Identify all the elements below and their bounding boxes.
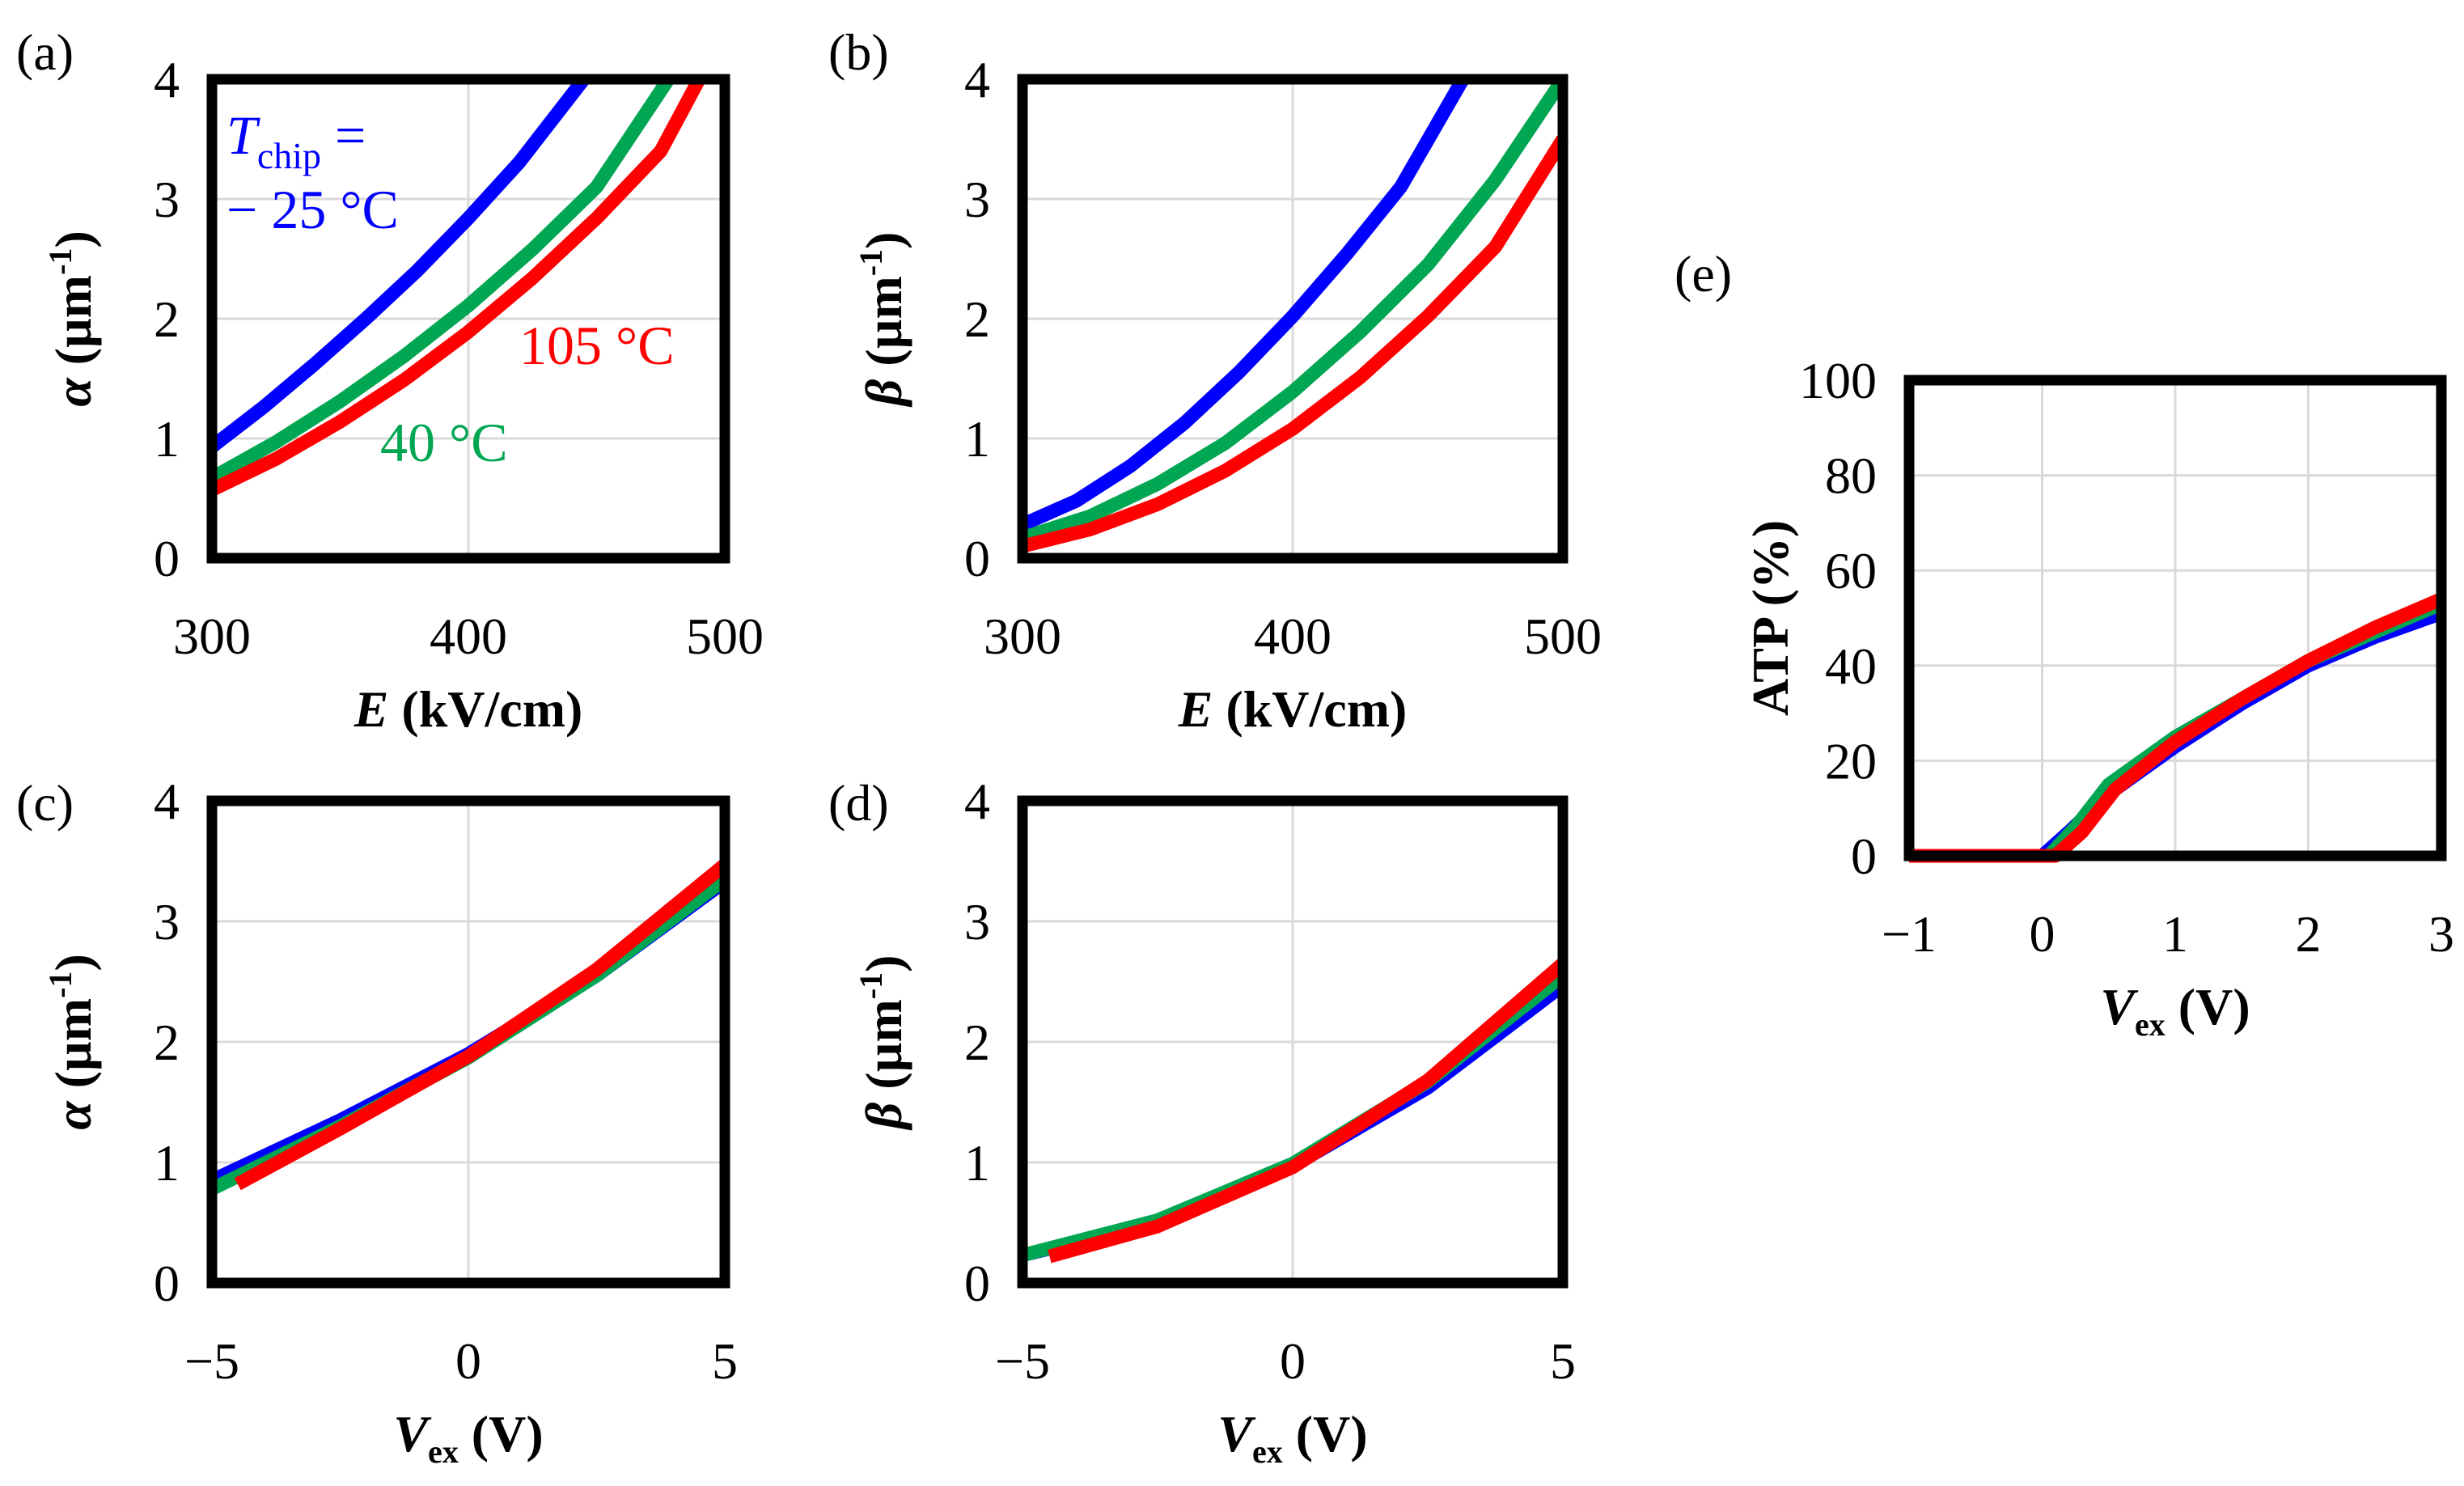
panel-e-ytick-label: 40 (1825, 637, 1877, 695)
panel-b-series-105-c (1020, 135, 1569, 553)
panel-d-xlabel: Vex (V) (1217, 1405, 1367, 1470)
panel-a-label: (a) (16, 23, 74, 81)
panel-d-ytick-label: 4 (964, 773, 990, 830)
panel-a-xlabel: E (kV/cm) (354, 680, 583, 738)
panel-b-ytick-label: 4 (964, 51, 990, 108)
panel-e-ytick-label: 100 (1799, 352, 1877, 409)
panel-a-ytick-label: 0 (154, 530, 180, 587)
panel-b-xtick-label: 400 (1254, 608, 1331, 665)
panel-b-ytick-label: 2 (964, 290, 990, 348)
panel-a-annotation-105-c: 105 °C (519, 315, 675, 376)
panel-e-xtick-label: 0 (2030, 905, 2055, 963)
panel-a-xtick-label: 300 (173, 608, 251, 665)
panel-c-ytick-label: 4 (154, 773, 180, 830)
panel-a-series-25-c (207, 74, 590, 453)
panel-c-ytick-label: 3 (154, 893, 180, 950)
panel-c-ytick-label: 2 (154, 1014, 180, 1071)
panel-c-ytick-label: 0 (154, 1255, 180, 1312)
panel-b-ytick-label: 0 (964, 530, 990, 587)
panel-c-xlabel: Vex (V) (393, 1405, 543, 1470)
panel-e-series-105-c (1909, 592, 2445, 863)
panel-b-series-25-c (1019, 75, 1469, 531)
panel-b-xlabel: E (kV/cm) (1178, 680, 1408, 738)
panel-d-ytick-label: 2 (964, 1014, 990, 1071)
panel-a-frame (206, 74, 730, 564)
panel-e-ytick-label: 80 (1825, 447, 1877, 505)
panel-c-frame (206, 795, 730, 1289)
panel-a-ylabel: α (µm-1) (42, 231, 102, 407)
panel-c-series-105-c (234, 859, 730, 1191)
panel-c-ytick-label: 1 (154, 1134, 180, 1192)
panel-d-label: (d) (828, 774, 889, 832)
panel-d-xtick-label: 5 (1550, 1332, 1576, 1390)
panel-e-xlabel: Vex (V) (2100, 978, 2250, 1043)
panel-b-label: (b) (828, 23, 889, 81)
panel-c-ylabel: α (µm-1) (42, 954, 102, 1130)
panel-b-series-40-c (1020, 75, 1569, 544)
panel-b-xtick-label: 300 (984, 608, 1061, 665)
panel-b-ytick-label: 1 (964, 410, 990, 468)
panel-b: 0 1 2 3 4 300 400 500 E (kV/cm) β (µm-1) (b) (828, 23, 1602, 738)
panel-b-ylabel: β (µm-1) (853, 232, 912, 408)
panel-a-xtick-label: 400 (430, 608, 507, 665)
panel-d-ylabel: β (µm-1) (853, 955, 912, 1131)
panel-d-xtick-label: 0 (1280, 1332, 1306, 1390)
panel-a-ytick-label: 1 (154, 410, 180, 468)
panel-d-ytick-label: 0 (964, 1255, 990, 1312)
panel-d-ytick-label: 3 (964, 893, 990, 950)
panel-c-xtick-label: 0 (455, 1332, 481, 1390)
panel-e-frame (1903, 375, 2447, 862)
panel-e-ytick-label: 60 (1825, 542, 1877, 599)
panel-c-xtick-label: −5 (184, 1332, 239, 1390)
panel-e-xtick-label: 2 (2296, 905, 2322, 963)
panel-e-xtick-label: −1 (1882, 905, 1937, 963)
panel-a-annotation-40-c: 40 °C (380, 412, 508, 473)
panel-e-xtick-label: 1 (2162, 905, 2188, 963)
panel-e-ylabel: ATP (%) (1742, 520, 1799, 716)
panel-b-xtick-label: 500 (1524, 608, 1602, 665)
panel-c-label: (c) (16, 774, 74, 832)
panel-e-ytick-label: 20 (1825, 732, 1877, 790)
panel-d-xtick-label: −5 (995, 1332, 1050, 1390)
panel-a-ytick-label: 4 (154, 51, 180, 108)
panel-d-series-105-c (1048, 958, 1568, 1264)
panel-a-annotation-tchip: Tchip = − 25 °C (227, 104, 399, 240)
panel-a-series-40-c (208, 75, 675, 485)
panel-a-ytick-label: 2 (154, 290, 180, 348)
panel-e-xtick-label: 3 (2428, 905, 2454, 963)
panel-d-ytick-label: 1 (964, 1134, 990, 1192)
panel-d-frame (1017, 795, 1569, 1289)
panel-c-xtick-label: 5 (712, 1332, 738, 1390)
panel-a-series-105-c (209, 75, 705, 497)
panel-a-xtick-label: 500 (686, 608, 764, 665)
panel-e-ytick-label: 0 (1851, 828, 1877, 885)
panel-a: 0 1 2 3 4 300 400 500 E (kV/cm) α (µm-1) (a) Tchip … (16, 23, 764, 738)
panel-a-ytick-label: 3 (154, 171, 180, 228)
panel-e-label: (e) (1674, 245, 1732, 303)
panel-b-ytick-label: 3 (964, 171, 990, 228)
panel-b-frame (1017, 74, 1569, 564)
